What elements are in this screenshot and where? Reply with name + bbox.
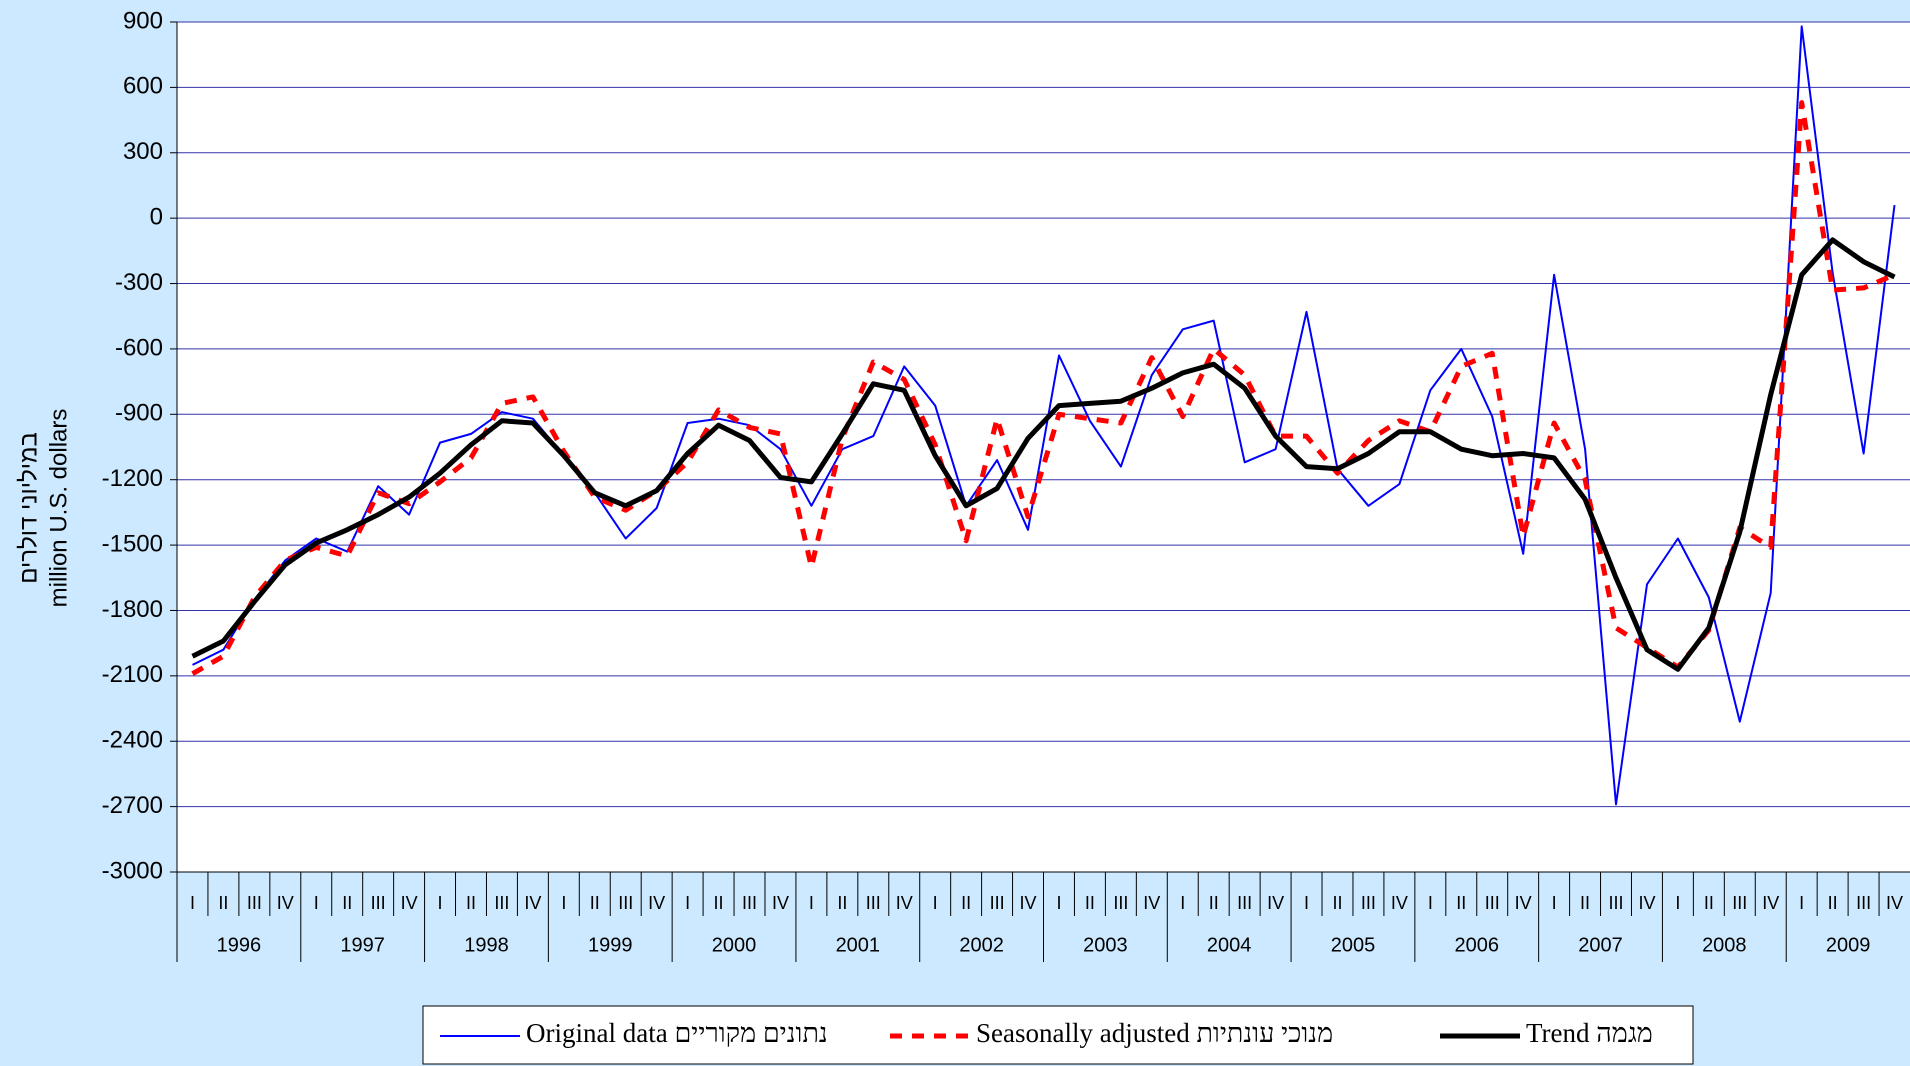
x-tick-label: IV (1391, 893, 1408, 913)
y-tick-label: -600 (115, 334, 163, 361)
x-tick-label: I (933, 893, 938, 913)
year-label: 1998 (464, 934, 509, 956)
legend-label: Seasonally adjusted מנוכי עונתיות (976, 1018, 1333, 1048)
y-tick-label: -3000 (102, 857, 163, 884)
year-label: 2002 (959, 934, 1004, 956)
series-line (192, 25, 1896, 806)
x-tick-label: II (466, 893, 476, 913)
x-tick-label: II (1580, 893, 1590, 913)
x-tick-label: IV (648, 893, 665, 913)
x-tick-label: I (1304, 893, 1309, 913)
x-tick-label: I (561, 893, 566, 913)
x-tick-label: III (1485, 893, 1500, 913)
x-tick-label: III (371, 893, 386, 913)
y-tick-label: -2700 (102, 792, 163, 819)
x-tick-label: I (1799, 893, 1804, 913)
y-tick-label: -1800 (102, 596, 163, 623)
y-axis-label: million U.S. dollars (45, 409, 72, 608)
x-tick-label: IV (1886, 893, 1903, 913)
x-tick-label: I (1552, 893, 1557, 913)
year-label: 2007 (1578, 934, 1623, 956)
y-tick-label: -300 (115, 269, 163, 296)
year-label: 2006 (1455, 934, 1500, 956)
legend-label: Trend מגמה (1526, 1018, 1653, 1048)
x-tick-label: III (742, 893, 757, 913)
x-tick-label: I (1056, 893, 1061, 913)
x-tick-label: IV (1143, 893, 1160, 913)
x-tick-label: I (1675, 893, 1680, 913)
x-tick-label: I (809, 893, 814, 913)
x-tick-label: II (837, 893, 847, 913)
year-label: 1997 (340, 934, 385, 956)
year-label: 2005 (1331, 934, 1376, 956)
year-label: 2004 (1207, 934, 1252, 956)
x-tick-label: I (438, 893, 443, 913)
x-tick-label: III (1732, 893, 1747, 913)
x-tick-label: II (218, 893, 228, 913)
x-tick-label: IV (1267, 893, 1284, 913)
x-tick-label: II (1085, 893, 1095, 913)
y-tick-label: -1500 (102, 530, 163, 557)
y-tick-label: -1200 (102, 465, 163, 492)
x-tick-label: I (314, 893, 319, 913)
x-tick-label: III (1361, 893, 1376, 913)
year-label: 2000 (712, 934, 757, 956)
x-tick-label: I (1428, 893, 1433, 913)
x-tick-label: IV (401, 893, 418, 913)
x-tick-label: II (961, 893, 971, 913)
year-label: 1996 (217, 934, 262, 956)
y-axis-label: במיליוני דולרים (15, 432, 42, 584)
year-label: 1999 (588, 934, 633, 956)
x-tick-label: IV (1515, 893, 1532, 913)
x-tick-label: III (1237, 893, 1252, 913)
y-tick-label: 300 (123, 138, 163, 165)
series-line (191, 237, 1896, 672)
x-tick-label: I (190, 893, 195, 913)
x-tick-label: III (1856, 893, 1871, 913)
x-tick-label: IV (1020, 893, 1037, 913)
x-tick-label: III (1113, 893, 1128, 913)
x-tick-label: III (990, 893, 1005, 913)
x-tick-label: II (714, 893, 724, 913)
x-tick-label: III (247, 893, 262, 913)
y-tick-label: 600 (123, 73, 163, 100)
x-tick-label: II (1704, 893, 1714, 913)
x-tick-label: IV (277, 893, 294, 913)
x-tick-label: II (1332, 893, 1342, 913)
x-tick-label: III (618, 893, 633, 913)
year-label: 2008 (1702, 934, 1747, 956)
x-tick-label: IV (1638, 893, 1655, 913)
x-tick-label: II (342, 893, 352, 913)
year-label: 2009 (1826, 934, 1871, 956)
x-tick-label: III (866, 893, 881, 913)
y-tick-label: -900 (115, 400, 163, 427)
x-tick-label: I (1180, 893, 1185, 913)
series-line (191, 100, 1896, 676)
legend-label: Original data נתונים מקוריים (526, 1018, 828, 1048)
x-tick-label: III (1609, 893, 1624, 913)
x-tick-label: II (1456, 893, 1466, 913)
y-tick-label: -2100 (102, 661, 163, 688)
x-tick-label: IV (1762, 893, 1779, 913)
y-tick-label: -2400 (102, 727, 163, 754)
x-tick-label: IV (772, 893, 789, 913)
x-tick-label: I (685, 893, 690, 913)
x-tick-label: IV (524, 893, 541, 913)
x-tick-label: IV (896, 893, 913, 913)
year-label: 2001 (836, 934, 881, 956)
y-tick-label: 900 (123, 7, 163, 34)
x-tick-label: II (590, 893, 600, 913)
x-tick-label: II (1209, 893, 1219, 913)
x-tick-label: II (1828, 893, 1838, 913)
year-label: 2003 (1083, 934, 1128, 956)
y-tick-label: 0 (150, 203, 163, 230)
x-tick-label: III (494, 893, 509, 913)
